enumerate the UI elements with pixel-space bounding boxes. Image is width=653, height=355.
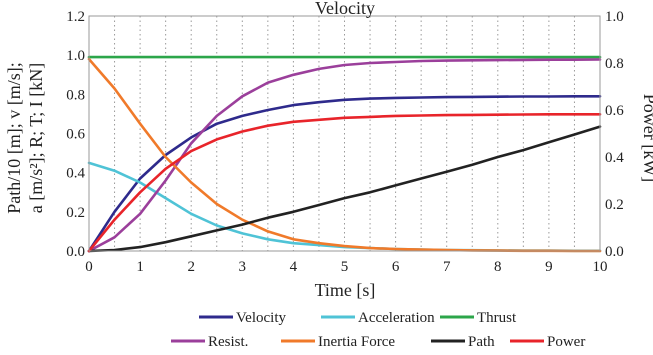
- y-right-tick-label: 0.0: [605, 244, 624, 260]
- series-line-velocity: [87, 95, 602, 253]
- y-left-tick-label: 0.4: [66, 166, 85, 182]
- legend-label: Resist.: [208, 334, 248, 350]
- y-left-tick-label: 0.0: [66, 244, 85, 260]
- y-axis-right-label: Power [kW]: [640, 94, 653, 182]
- legend: Velocity Acceleration Thrust Resist. Inertia…: [171, 310, 585, 350]
- y-right-tick-label: 1.0: [605, 9, 624, 25]
- x-tick-label: 3: [239, 259, 247, 275]
- x-tick-label: 7: [443, 259, 451, 275]
- axes: [88, 15, 601, 252]
- legend-label: Power: [547, 334, 585, 350]
- series-line-path: [87, 125, 602, 253]
- y-left-tick-label: 1.2: [66, 9, 85, 25]
- x-tick-label: 10: [593, 259, 608, 275]
- x-tick-label: 1: [136, 259, 144, 275]
- legend-label: Path: [468, 334, 495, 350]
- legend-label: Acceleration: [358, 310, 435, 326]
- x-tick-label: 9: [545, 259, 553, 275]
- y-axis-left-label-line2: a [m/s²]; R; T; I [kN]: [26, 63, 46, 214]
- series-line-resist: [87, 58, 602, 253]
- series-lines: [87, 55, 602, 253]
- series-line-inertia-force: [87, 57, 602, 253]
- legend-label: Thrust: [477, 310, 517, 326]
- series-line-power: [87, 113, 602, 253]
- x-axis-label: Time [s]: [315, 280, 376, 300]
- y-left-tick-label: 0.8: [66, 87, 85, 103]
- x-tick-label: 8: [494, 259, 502, 275]
- y-left-tick-label: 1.0: [66, 48, 85, 64]
- legend-label: Inertia Force: [318, 334, 395, 350]
- x-tick-label: 6: [392, 259, 400, 275]
- chart-title: Velocity: [315, 0, 375, 18]
- y-right-tick-label: 0.6: [605, 103, 624, 119]
- x-tick-label: 2: [187, 259, 195, 275]
- y-right-tick-label: 0.2: [605, 197, 624, 213]
- x-tick-label: 4: [290, 259, 298, 275]
- y-right-tick-label: 0.4: [605, 150, 624, 166]
- y-axis-left-label-line1: Path/10 [m]; v [m/s];: [4, 62, 24, 214]
- x-tick-label: 0: [85, 259, 93, 275]
- y-left-tick-label: 0.6: [66, 127, 85, 143]
- tick-labels: 0 1 2 3 4 5 6 7 8 9 100.00.20.40.60.81.01.20.00.20…: [66, 9, 624, 275]
- grid: [114, 16, 575, 251]
- y-left-tick-label: 0.2: [66, 205, 85, 221]
- x-tick-label: 5: [341, 259, 349, 275]
- legend-label: Velocity: [236, 310, 286, 326]
- plot-frame: [88, 15, 601, 252]
- y-right-tick-label: 0.8: [605, 56, 624, 72]
